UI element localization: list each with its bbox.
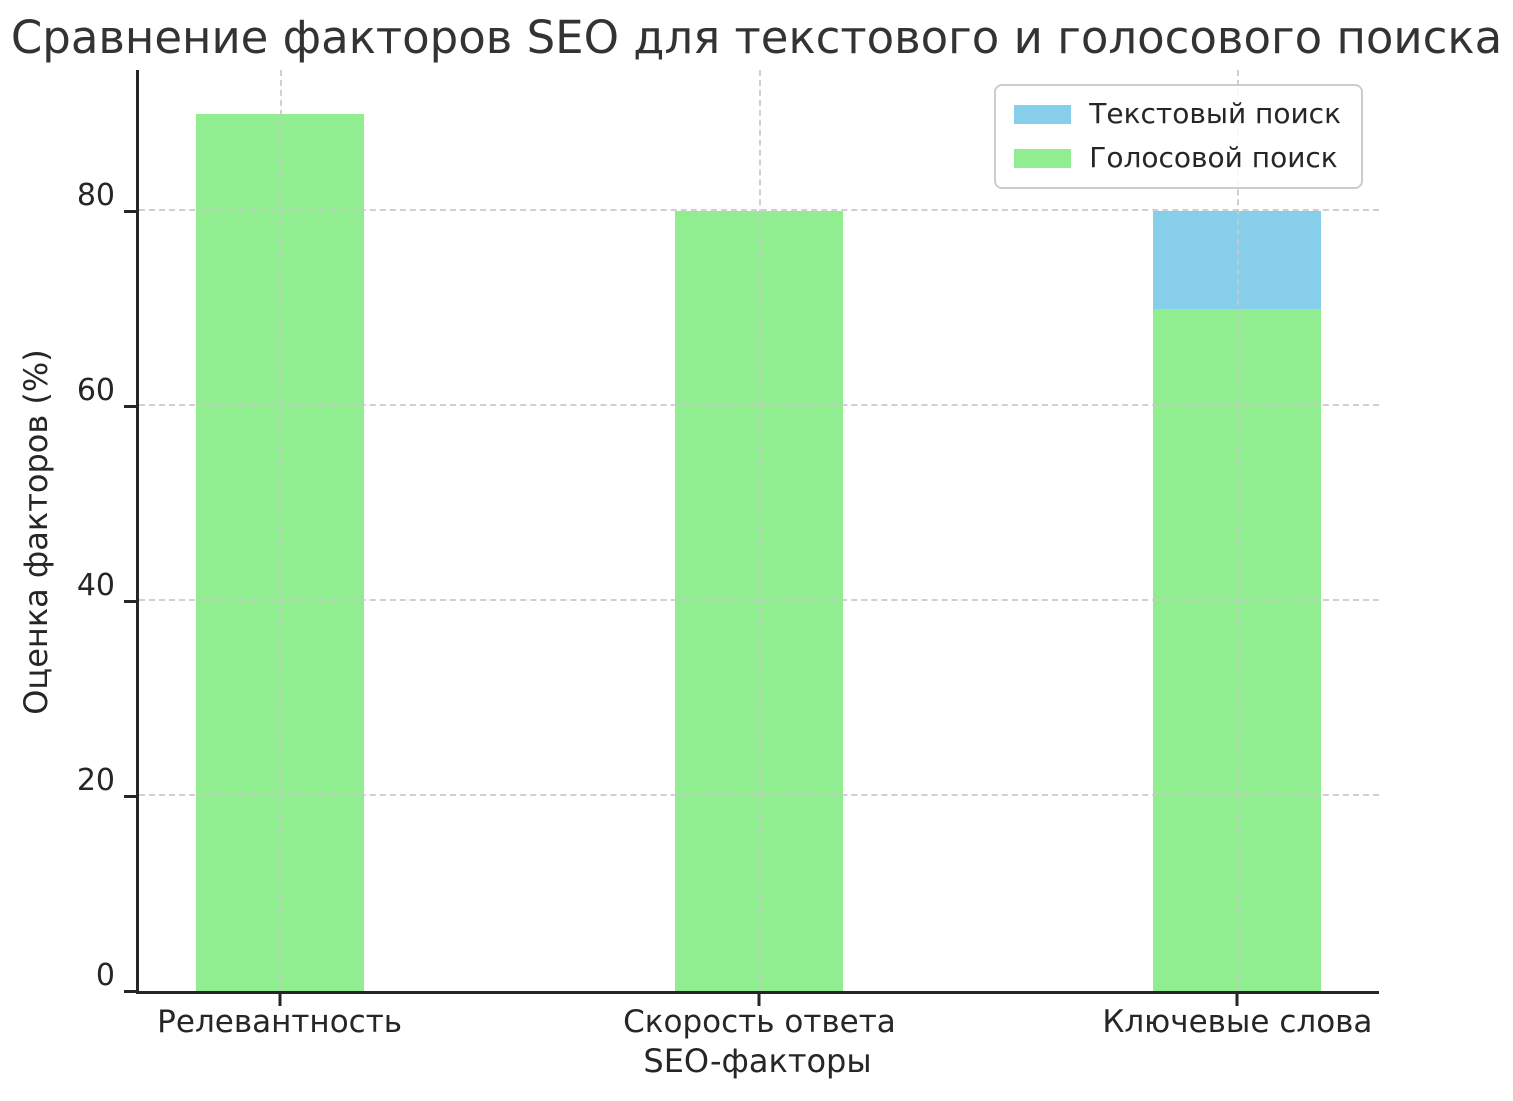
gridline-x-релевантность — [279, 70, 282, 991]
chart-title: Сравнение факторов SEO для текстового и … — [10, 11, 1503, 64]
ticks-layer: 0 20 40 60 80 Релевантность Скорость ответа Клю… — [77, 70, 1379, 1038]
ytick-mark-60 — [124, 404, 137, 408]
x-axis-label: SEO-факторы — [643, 1042, 872, 1080]
grid-layer — [139, 70, 1379, 991]
legend-swatch-текстовый-поиск — [1014, 104, 1072, 124]
plot-area: 0 20 40 60 80 Релевантность Скорость ответа Клю… — [77, 70, 1379, 1038]
ytick-label-40: 40 — [76, 568, 115, 604]
y-axis-label: Оценка факторов (%) — [17, 349, 55, 715]
xtick-mark-релевантность — [278, 993, 282, 1006]
legend-label-текстовый-поиск: Текстовый поиск — [1089, 97, 1341, 130]
gridline-x-скорость-ответа — [759, 70, 762, 991]
xtick-label-ключевые-слова: Ключевые слова — [1102, 1004, 1373, 1040]
ytick-mark-0 — [124, 989, 137, 993]
legend-label-голосовой-поиск: Голосовой поиск — [1089, 140, 1338, 174]
xtick-label-релевантность: Релевантность — [157, 1004, 403, 1040]
ytick-label-80: 80 — [76, 178, 115, 214]
ytick-mark-40 — [124, 599, 137, 603]
gridline-y-20 — [139, 794, 1379, 797]
legend-item-текстовый-поиск: Текстовый поиск — [1014, 97, 1341, 130]
ytick-mark-20 — [124, 794, 137, 798]
gridline-x-ключевые-слова — [1237, 70, 1240, 991]
legend-swatch-голосовой-поиск — [1014, 148, 1072, 168]
xtick-mark-скорость-ответа — [757, 993, 761, 1006]
gridline-y-40 — [139, 599, 1379, 602]
gridline-y-80 — [139, 209, 1379, 212]
ytick-label-0: 0 — [95, 958, 115, 993]
ytick-label-60: 60 — [76, 373, 115, 409]
ytick-label-20: 20 — [76, 763, 115, 799]
ytick-mark-80 — [124, 209, 137, 213]
gridline-y-60 — [139, 404, 1379, 407]
xtick-label-скорость-ответа: Скорость ответа — [623, 1004, 896, 1040]
xtick-mark-ключевые-слова — [1235, 993, 1239, 1006]
legend-item-голосовой-поиск: Голосовой поиск — [1014, 140, 1341, 174]
legend: Текстовый поиск Голосовой поиск — [994, 84, 1363, 189]
